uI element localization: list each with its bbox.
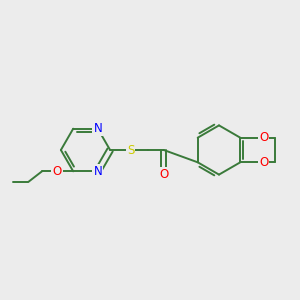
- Text: N: N: [93, 165, 102, 178]
- Text: S: S: [127, 143, 134, 157]
- Text: O: O: [259, 131, 268, 144]
- Text: O: O: [159, 168, 168, 181]
- Text: O: O: [52, 165, 62, 178]
- Text: N: N: [93, 122, 102, 135]
- Text: O: O: [259, 156, 268, 169]
